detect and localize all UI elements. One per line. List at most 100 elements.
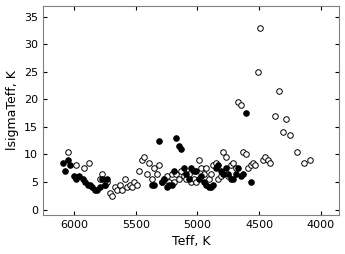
Point bbox=[201, 172, 206, 176]
Point bbox=[171, 180, 177, 184]
Point bbox=[144, 172, 150, 176]
Point bbox=[267, 161, 273, 165]
Point bbox=[273, 114, 278, 118]
Point bbox=[248, 163, 253, 167]
Point bbox=[194, 169, 199, 173]
Point bbox=[213, 166, 219, 170]
X-axis label: Teff, K: Teff, K bbox=[172, 235, 210, 248]
Point bbox=[65, 150, 71, 154]
Point bbox=[164, 185, 169, 189]
Point bbox=[184, 172, 189, 176]
Point bbox=[220, 172, 226, 176]
Point bbox=[226, 174, 231, 179]
Point bbox=[119, 188, 125, 192]
Point bbox=[159, 180, 165, 184]
Point bbox=[230, 161, 236, 165]
Point bbox=[134, 183, 140, 187]
Point bbox=[228, 177, 234, 181]
Point bbox=[68, 163, 73, 167]
Point bbox=[102, 183, 108, 187]
Point bbox=[169, 183, 174, 187]
Point bbox=[233, 166, 238, 170]
Point bbox=[105, 177, 110, 181]
Point bbox=[159, 180, 165, 184]
Point bbox=[85, 183, 90, 187]
Point bbox=[191, 177, 197, 181]
Point bbox=[203, 166, 209, 170]
Point bbox=[179, 169, 184, 173]
Point bbox=[211, 163, 216, 167]
Point bbox=[115, 188, 120, 192]
Point bbox=[176, 144, 182, 148]
Point bbox=[92, 188, 98, 192]
Point bbox=[105, 180, 110, 184]
Point bbox=[127, 183, 132, 187]
Point bbox=[81, 166, 87, 170]
Point bbox=[87, 183, 93, 187]
Point bbox=[203, 183, 209, 187]
Point bbox=[161, 177, 167, 181]
Point bbox=[201, 180, 206, 184]
Point bbox=[250, 161, 256, 165]
Point bbox=[171, 169, 177, 173]
Point bbox=[174, 136, 179, 140]
Point bbox=[255, 70, 261, 74]
Point bbox=[233, 172, 238, 176]
Point bbox=[253, 163, 258, 167]
Point bbox=[151, 166, 157, 170]
Point bbox=[223, 155, 229, 159]
Point bbox=[156, 163, 162, 167]
Point bbox=[235, 100, 241, 104]
Point bbox=[228, 163, 234, 167]
Point bbox=[295, 150, 300, 154]
Point bbox=[211, 183, 216, 187]
Point bbox=[243, 152, 248, 156]
Point bbox=[151, 183, 157, 187]
Point bbox=[260, 158, 266, 162]
Point bbox=[284, 117, 289, 121]
Point bbox=[301, 161, 306, 165]
Point bbox=[166, 180, 172, 184]
Point bbox=[76, 174, 82, 179]
Point bbox=[169, 172, 174, 176]
Point bbox=[100, 172, 105, 176]
Point bbox=[166, 183, 172, 187]
Point bbox=[124, 185, 130, 189]
Point bbox=[149, 177, 155, 181]
Point bbox=[216, 163, 221, 167]
Point bbox=[181, 166, 187, 170]
Point bbox=[223, 166, 229, 170]
Point bbox=[179, 147, 184, 151]
Point bbox=[307, 158, 313, 162]
Point bbox=[188, 180, 194, 184]
Point bbox=[156, 139, 162, 143]
Point bbox=[191, 169, 197, 173]
Point bbox=[216, 177, 221, 181]
Point bbox=[206, 185, 211, 189]
Point bbox=[154, 172, 159, 176]
Point bbox=[276, 89, 282, 93]
Point bbox=[218, 174, 224, 179]
Point bbox=[258, 26, 263, 30]
Point bbox=[238, 174, 244, 179]
Point bbox=[196, 158, 201, 162]
Point bbox=[181, 174, 187, 179]
Point bbox=[213, 161, 219, 165]
Point bbox=[226, 172, 231, 176]
Point bbox=[86, 161, 91, 165]
Point bbox=[263, 155, 268, 159]
Point bbox=[109, 194, 115, 198]
Point bbox=[112, 185, 118, 189]
Point bbox=[280, 130, 285, 134]
Point bbox=[161, 177, 167, 181]
Point bbox=[164, 174, 169, 179]
Point bbox=[122, 177, 127, 181]
Point bbox=[198, 174, 204, 179]
Point bbox=[188, 166, 194, 170]
Point bbox=[62, 169, 68, 173]
Point bbox=[132, 180, 137, 184]
Point bbox=[194, 180, 199, 184]
Point bbox=[287, 133, 293, 137]
Point bbox=[240, 150, 246, 154]
Point bbox=[243, 111, 248, 115]
